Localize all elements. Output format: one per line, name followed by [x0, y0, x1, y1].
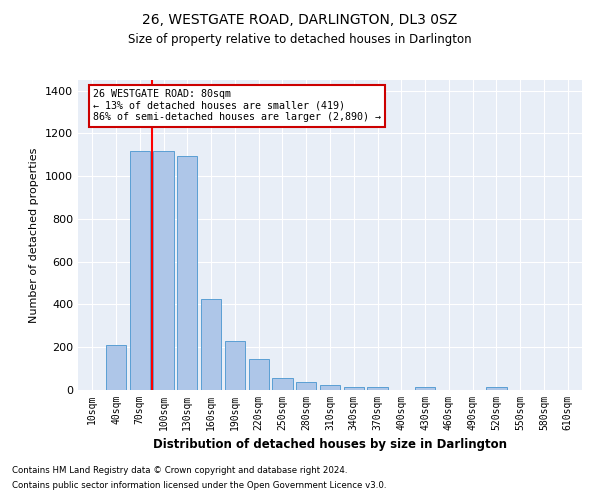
Bar — [248, 359, 269, 390]
Bar — [367, 386, 388, 390]
Text: Contains HM Land Registry data © Crown copyright and database right 2024.: Contains HM Land Registry data © Crown c… — [12, 466, 347, 475]
Bar — [154, 150, 173, 390]
Bar — [106, 345, 126, 390]
Bar — [225, 341, 245, 390]
X-axis label: Distribution of detached houses by size in Darlington: Distribution of detached houses by size … — [153, 438, 507, 452]
Y-axis label: Number of detached properties: Number of detached properties — [29, 148, 40, 322]
Bar — [130, 150, 150, 390]
Bar — [487, 387, 506, 390]
Text: Size of property relative to detached houses in Darlington: Size of property relative to detached ho… — [128, 32, 472, 46]
Bar — [415, 387, 435, 390]
Text: 26 WESTGATE ROAD: 80sqm
← 13% of detached houses are smaller (419)
86% of semi-d: 26 WESTGATE ROAD: 80sqm ← 13% of detache… — [93, 90, 381, 122]
Bar — [344, 387, 364, 390]
Bar — [201, 299, 221, 390]
Bar — [177, 156, 197, 390]
Text: 26, WESTGATE ROAD, DARLINGTON, DL3 0SZ: 26, WESTGATE ROAD, DARLINGTON, DL3 0SZ — [142, 12, 458, 26]
Bar — [272, 378, 293, 390]
Text: Contains public sector information licensed under the Open Government Licence v3: Contains public sector information licen… — [12, 481, 386, 490]
Bar — [320, 386, 340, 390]
Bar — [296, 382, 316, 390]
